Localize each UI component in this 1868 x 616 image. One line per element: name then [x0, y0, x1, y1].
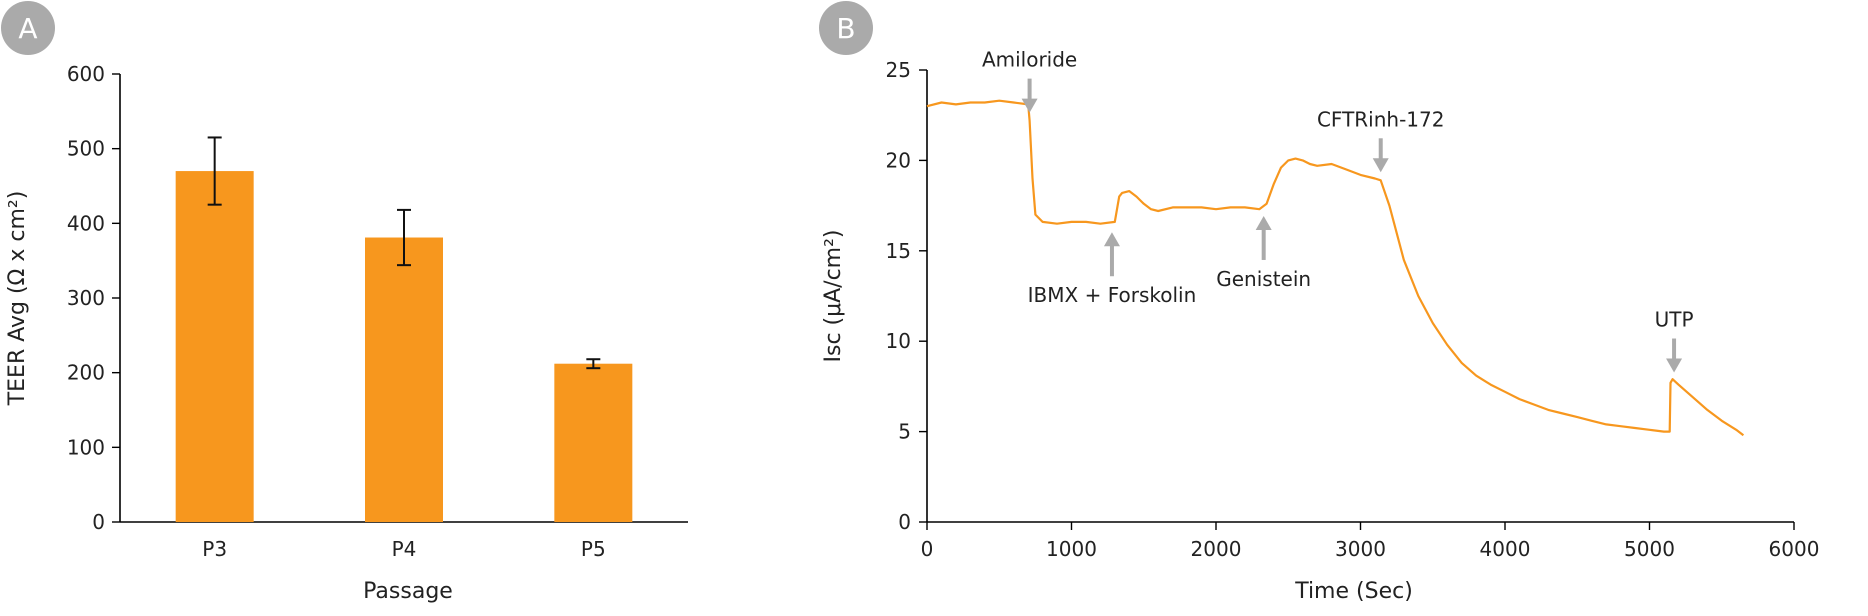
annotation-arrow-head [1021, 98, 1038, 113]
bar-chart-x-tick-label: P5 [581, 537, 606, 561]
bar-p3 [175, 171, 254, 523]
annotation-label: UTP [1655, 308, 1694, 332]
annotation-cftrinh-172: CFTRinh-172 [1317, 107, 1445, 173]
panel-a-badge-circle [1, 1, 55, 55]
isc-trace-line [926, 99, 1745, 437]
line-chart-annotations: Amiloride IBMX + Forskolin Genistein CFTRin… [982, 48, 1694, 373]
panel-b-label: B [836, 12, 855, 45]
panel-a-label: A [18, 12, 37, 45]
line-chart-x-axis-label: Time (Sec) [1294, 579, 1413, 604]
line-chart-y-tick-label: 10 [886, 329, 911, 353]
panel-b-badge-circle [819, 1, 873, 55]
bar-chart-y-axis-label: TEER Avg (Ω x cm²) [5, 191, 30, 407]
annotation-label: Amiloride [982, 48, 1077, 72]
bar-chart-y-ticks: 0 100 200 300 400 500 600 [67, 62, 120, 534]
bar-chart-y-tick-label: 500 [67, 137, 105, 161]
bar-chart-y-tick-label: 200 [67, 361, 105, 385]
annotation-utp: UTP [1655, 308, 1694, 373]
annotation-ibmx-forskolin: IBMX + Forskolin [1028, 232, 1197, 307]
line-chart-y-tick-label: 25 [886, 58, 911, 82]
bar-chart-y-tick-label: 400 [67, 211, 105, 235]
line-chart-x-tick-label: 2000 [1191, 537, 1242, 561]
annotation-arrow-head [1666, 358, 1683, 373]
line-chart-x-tick-label: 5000 [1624, 537, 1675, 561]
bar-chart-error-bars [207, 136, 601, 370]
line-chart-x-tick-label: 6000 [1769, 537, 1820, 561]
line-chart-y-tick-label: 20 [886, 148, 911, 172]
bar-chart-y-tick-label: 100 [67, 435, 105, 459]
annotation-label: CFTRinh-172 [1317, 107, 1445, 131]
line-chart-y-tick-label: 0 [898, 510, 911, 534]
bar-chart-x-axis-label: Passage [363, 579, 453, 604]
annotation-amiloride: Amiloride [982, 48, 1077, 113]
bar-p5 [554, 363, 633, 522]
bar-chart-x-ticks: P3 P4 P5 [202, 537, 605, 561]
annotation-arrow-head [1372, 158, 1389, 173]
line-chart-y-ticks: 0 5 10 15 20 25 [886, 58, 927, 534]
bar-chart-y-tick-label: 600 [67, 62, 105, 86]
line-chart-x-tick-label: 4000 [1480, 537, 1531, 561]
annotation-genistein: Genistein [1216, 215, 1311, 291]
annotation-label: Genistein [1216, 267, 1311, 291]
panel-a-badge: A [1, 1, 55, 55]
line-chart-x-tick-label: 0 [921, 537, 934, 561]
line-chart-x-ticks: 0 1000 2000 3000 4000 5000 6000 [921, 522, 1820, 561]
bar-chart-bars [175, 171, 633, 523]
line-chart-x-tick-label: 3000 [1335, 537, 1386, 561]
annotation-label: IBMX + Forskolin [1028, 283, 1197, 307]
bar-chart: 0 100 200 300 400 500 600 P3 P4 P5 Passage TEER … [5, 62, 688, 604]
annotation-arrow-head [1255, 215, 1272, 230]
line-chart-y-tick-label: 15 [886, 239, 911, 263]
bar-chart-y-tick-label: 0 [92, 510, 105, 534]
bar-chart-x-tick-label: P3 [202, 537, 227, 561]
bar-chart-y-tick-label: 300 [67, 286, 105, 310]
annotation-arrow-head [1103, 232, 1120, 247]
panel-b-badge: B [819, 1, 873, 55]
line-chart-x-tick-label: 1000 [1046, 537, 1097, 561]
bar-p4 [365, 237, 443, 522]
bar-chart-x-tick-label: P4 [392, 537, 417, 561]
line-chart-y-axis-label: Isc (μA/cm²) [821, 229, 846, 362]
line-chart-y-tick-label: 5 [898, 420, 911, 444]
line-chart: 0 5 10 15 20 25 0 1000 2000 3000 4000 5000 6000 Ami… [821, 48, 1819, 604]
